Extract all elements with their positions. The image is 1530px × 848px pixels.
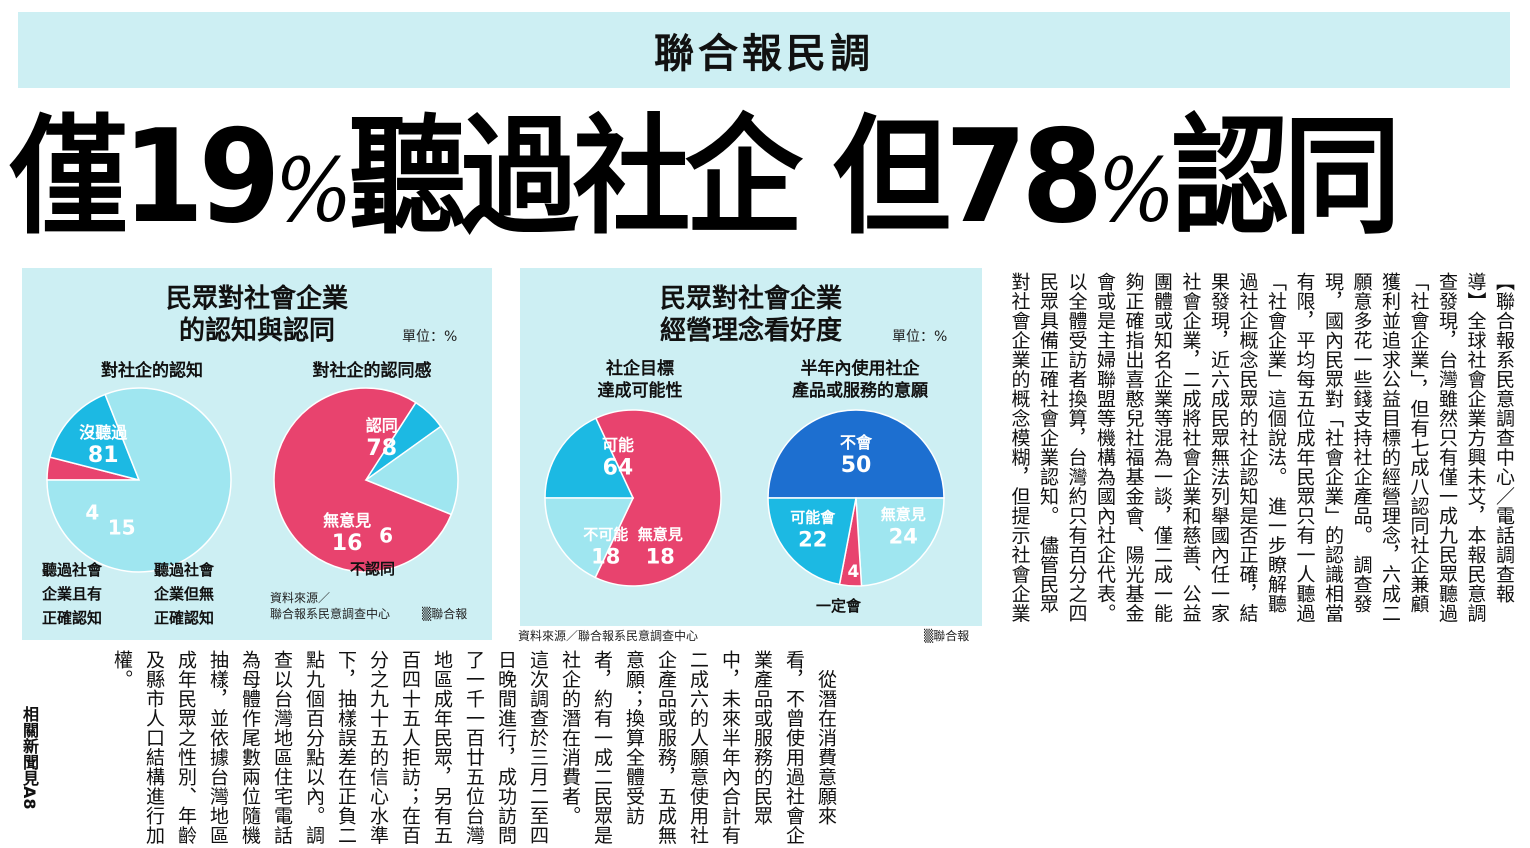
related-news-note: 相關新聞見A8 (20, 706, 39, 810)
chart-panel-outlook: 民眾對社會企業 經營理念看好度 單位：% 社企目標 達成可能性 半年內使用社企 … (520, 268, 982, 626)
slice-label-value: 22 (798, 527, 827, 551)
headline-percent-2: % (1097, 139, 1175, 242)
slice-label-value: 50 (841, 453, 872, 478)
slice-label-name: 可能會 (790, 508, 836, 526)
chart-panel-awareness: 民眾對社會企業 的認知與認同 單位：% 對社企的認知 對社企的認同感 沒聽過 81… (22, 268, 492, 640)
chart-title-line-1: 民眾對社會企業 (659, 284, 842, 314)
slice-label-name: 不可能 (583, 525, 628, 543)
pie-subtitle-awareness: 對社企的認知 (101, 361, 203, 381)
caption-line: 聽過社會 (154, 561, 215, 579)
subtitle-line: 產品或服務的意願 (792, 381, 928, 401)
slice-label-value: 64 (603, 456, 634, 481)
chart-title-line-2: 的認知與認同 (178, 316, 335, 346)
caption-correct-awareness: 聽過社會 企業且有 正確認知 (42, 558, 102, 630)
pie-subtitle-feasibility: 社企目標 達成可能性 (550, 358, 730, 402)
caption-incorrect-awareness: 聽過社會 企業但無 正確認知 (154, 558, 214, 630)
subtitle-line: 社企目標 (606, 359, 674, 379)
headline: 僅19%聽過社企 但78%認同 (10, 98, 1401, 258)
source-note: 資料來源／ 聯合報系民意調查中心 (270, 590, 390, 622)
caption-disagree: 不認同 (350, 560, 396, 578)
slice-label-value: 16 (332, 531, 363, 556)
banner: 聯合報民調 (18, 12, 1510, 88)
unit-label: 單位：% (402, 329, 458, 345)
caption-line: 聽過社會 (42, 561, 103, 579)
headline-percent-1: % (275, 139, 352, 242)
pie-slice-不可能 (544, 417, 635, 499)
slice-label-name: 沒聽過 (79, 423, 128, 442)
source-note-2: 資料來源／聯合報系民意調查中心 (518, 629, 699, 643)
slice-label-name: 無意見 (638, 525, 683, 543)
caption-definitely: 一定會 (816, 597, 862, 615)
slice-label-value: 4 (848, 562, 860, 582)
pie-slice-可能 (594, 409, 722, 587)
credit-label-2: ▒聯合報 (924, 629, 970, 643)
slice-label-value: 15 (108, 516, 136, 540)
article-body-bottom: 從潛在消費意願來看，不曾使用過社會企業產品或服務的民眾中，未來半年內合計有二成六… (111, 650, 837, 845)
slice-label-value: 18 (591, 544, 620, 568)
pie-slice-無意見 (544, 496, 635, 579)
caption-line: 企業且有 (42, 585, 103, 603)
chart-title-line-1: 民眾對社會企業 (165, 284, 348, 314)
unit-label: 單位：% (892, 329, 948, 345)
credit-label: ▒聯合報 (422, 607, 468, 621)
slice-label-name: 無意見 (323, 511, 371, 530)
slice-label-value: 6 (379, 523, 393, 547)
pie-slice-認同 (273, 387, 453, 573)
subtitle-line: 半年內使用社企 (800, 359, 920, 379)
slice-label-name: 無意見 (881, 505, 926, 523)
pie-slice-沒聽過 (46, 387, 232, 573)
headline-part-a: 僅19 (10, 103, 281, 252)
pie-slice-無意見 (855, 497, 945, 587)
slice-label-name: 認同 (366, 416, 398, 435)
pie-slice-無意見 (364, 425, 459, 516)
headline-part-c: 認同 (1171, 103, 1401, 252)
pie-subtitle-willingness: 半年內使用社企 產品或服務的意願 (760, 358, 960, 402)
pie-slice-聽過社會企業但無正確認知 (48, 393, 141, 482)
caption-line: 企業但無 (154, 585, 215, 603)
pie-subtitle-endorsement: 對社企的認同感 (312, 361, 432, 381)
pie-slice-可能會 (767, 497, 857, 586)
slice-label-value: 24 (889, 524, 918, 548)
slice-label-name: 可能 (602, 436, 634, 455)
slice-label-value: 78 (366, 436, 397, 461)
pie-slice-不會 (767, 409, 945, 499)
slice-label-value: 18 (646, 544, 675, 568)
source-line: 資料來源／ (270, 591, 331, 605)
slice-label-value: 4 (85, 501, 99, 525)
headline-part-b: 聽過社企 但78 (348, 103, 1103, 252)
subtitle-line: 達成可能性 (597, 381, 683, 401)
article-body-top: 【聯合報系民意調查中心／電話調查報導】全球社會企業方興未艾，本報民意調查發現，台… (1010, 272, 1515, 623)
chart-title-line-2: 經營理念看好度 (659, 316, 842, 346)
caption-line: 正確認知 (42, 609, 103, 627)
caption-line: 正確認知 (154, 609, 215, 627)
slice-label-value: 81 (88, 443, 119, 468)
source-line: 聯合報系民意調查中心 (270, 607, 391, 621)
slice-label-name: 不會 (840, 433, 873, 452)
